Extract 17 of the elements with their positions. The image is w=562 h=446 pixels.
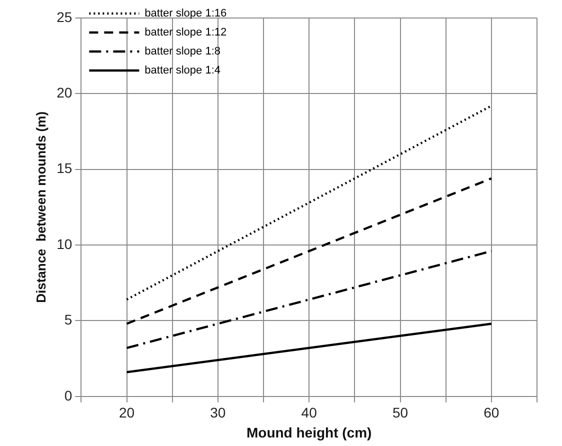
y-tick-label: 0	[64, 387, 72, 404]
x-tick-label: 20	[118, 404, 135, 421]
legend-label: batter slope 1:8	[144, 46, 221, 58]
x-tick-label: 60	[484, 404, 500, 421]
legend-label: batter slope 1:12	[144, 26, 227, 39]
x-tick-label: 30	[210, 404, 226, 421]
y-tick-label: 5	[64, 312, 72, 328]
y-tick-label: 25	[56, 8, 72, 25]
legend-label: batter slope 1:4	[144, 64, 221, 77]
x-axis-title: Mound height (cm)	[246, 424, 372, 440]
x-tick-label: 40	[301, 404, 318, 421]
legend-label: batter slope 1:16	[144, 8, 227, 20]
y-tick-label: 15	[56, 160, 72, 176]
x-tick-label: 50	[392, 404, 408, 421]
y-axis-title: Distance between mounds (m)	[33, 111, 48, 303]
y-tick-label: 10	[56, 236, 72, 252]
y-tick-label: 20	[56, 84, 72, 101]
